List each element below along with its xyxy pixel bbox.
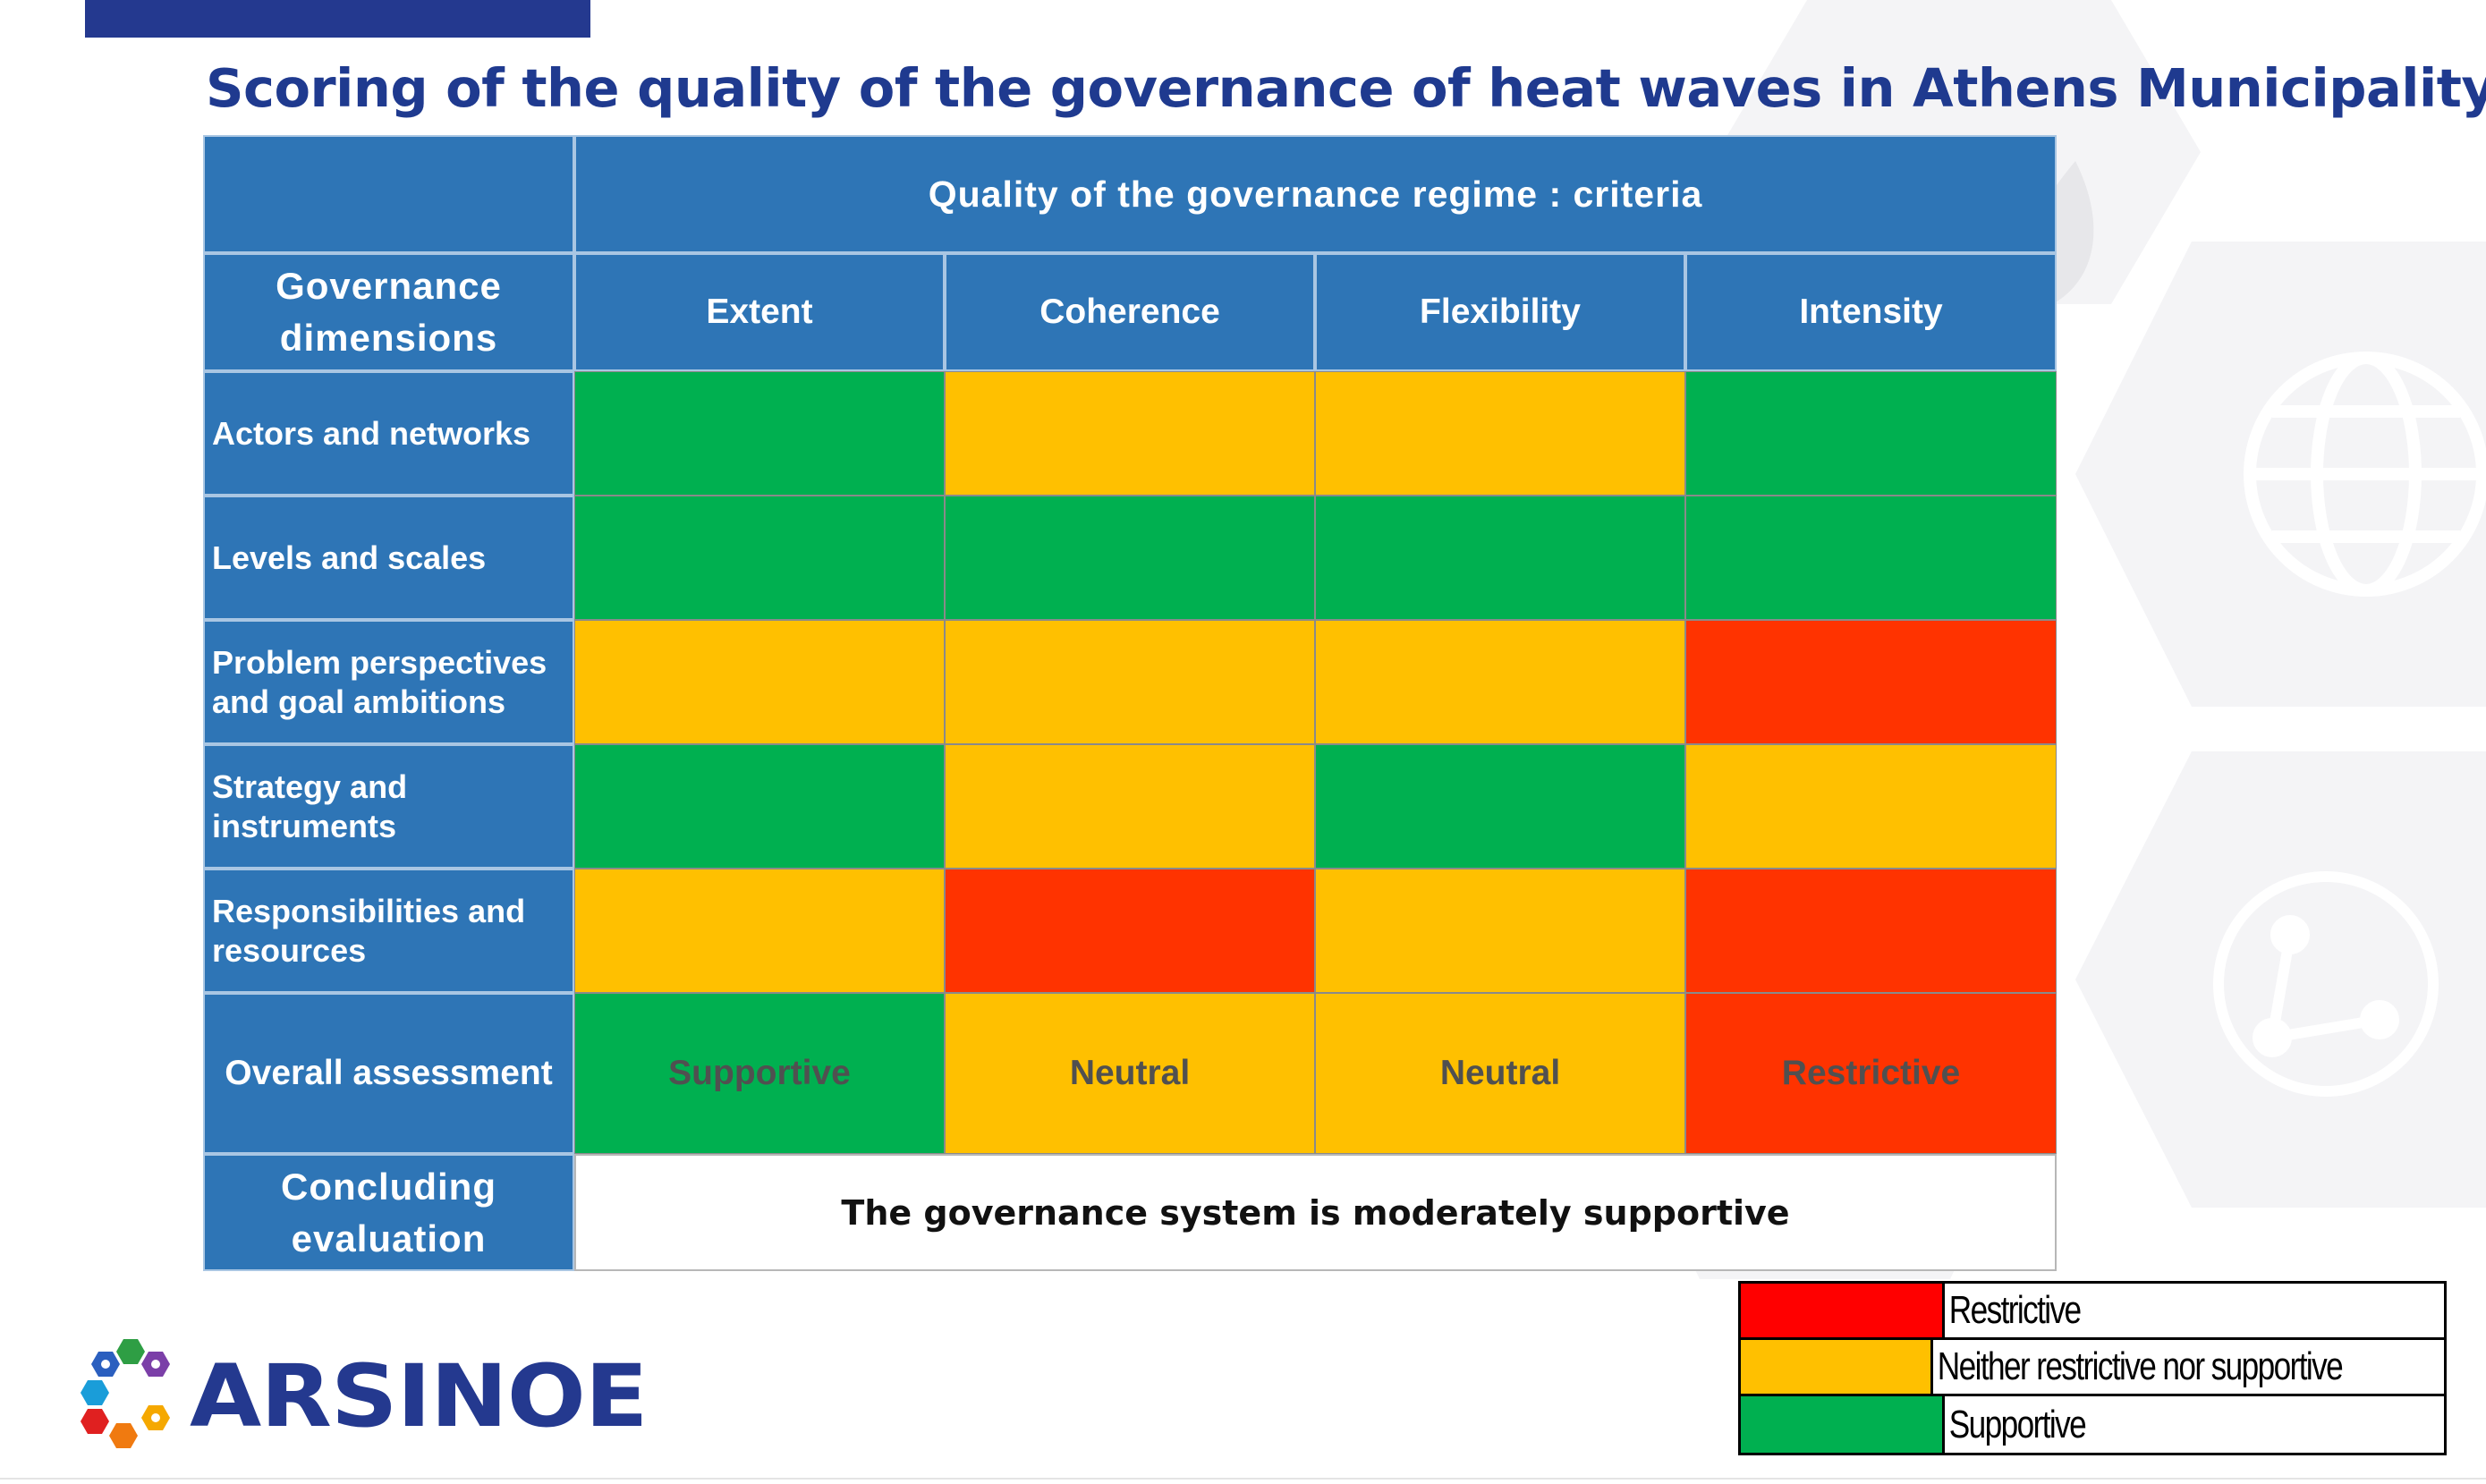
overall-score-text: Neutral [1439, 1054, 1561, 1092]
overall-score-text: Neutral [1069, 1054, 1191, 1092]
row-label-levels-and-scales: Levels and scales [203, 496, 574, 620]
overall-score-extent: Supportive [574, 993, 945, 1154]
score-cell [1685, 620, 2057, 744]
overall-assessment-label: Overall assessment [203, 993, 574, 1154]
score-cell [1685, 744, 2057, 869]
legend-swatch [1741, 1340, 1933, 1394]
column-header-extent: Extent [574, 253, 945, 371]
table-corner-cell [203, 135, 574, 253]
row-label-problem-perspectives: Problem perspectives and goal ambitions [203, 620, 574, 744]
legend-label: Restrictive [1948, 1288, 2082, 1332]
score-cell [1315, 869, 1685, 993]
column-header-flexibility: Flexibility [1315, 253, 1685, 371]
legend-swatch [1741, 1396, 1945, 1453]
score-cell [1685, 371, 2057, 496]
concluding-evaluation-text: The governance system is moderately supp… [574, 1154, 2057, 1271]
governance-dimensions-header: Governance dimensions [203, 253, 574, 371]
score-cell [1685, 496, 2057, 620]
score-cell [1315, 744, 1685, 869]
score-cell [945, 620, 1315, 744]
column-header-intensity: Intensity [1685, 253, 2057, 371]
row-label-strategy-and-instruments: Strategy and instruments [203, 744, 574, 869]
bottom-divider [0, 1478, 2486, 1480]
overall-score-flexibility: Neutral [1315, 993, 1685, 1154]
logo-wordmark: ARSINOE [190, 1346, 649, 1446]
score-cell [1315, 496, 1685, 620]
slide-title: Scoring of the quality of the governance… [206, 57, 2486, 119]
overall-score-text: Supportive [668, 1054, 851, 1092]
legend-label: Supportive [1948, 1402, 2087, 1446]
legend-item-supportive: Supportive [1741, 1396, 2444, 1453]
criteria-header: Quality of the governance regime : crite… [574, 135, 2057, 253]
score-cell [574, 371, 945, 496]
score-cell [574, 620, 945, 744]
legend-swatch [1741, 1284, 1945, 1337]
governance-scoring-table: Quality of the governance regime : crite… [203, 135, 2057, 1271]
overall-score-intensity: Restrictive [1685, 993, 2057, 1154]
concluding-evaluation-label: Concluding evaluation [203, 1154, 574, 1271]
legend-item-restrictive: Restrictive [1741, 1284, 2444, 1340]
overall-score-text: Restrictive [1781, 1054, 1961, 1092]
globe-icon [2244, 352, 2486, 597]
legend-item-neutral: Neither restrictive nor supportive [1741, 1340, 2444, 1396]
score-cell [945, 744, 1315, 869]
arsinoe-hexagon-mark [81, 1339, 170, 1448]
score-cell [1315, 620, 1685, 744]
score-cell [574, 744, 945, 869]
score-cell [574, 496, 945, 620]
score-cell [945, 869, 1315, 993]
row-label-responsibilities-and-resources: Responsibilities and resources [203, 869, 574, 993]
score-cell [945, 371, 1315, 496]
arsinoe-logo: ARSINOE [81, 1337, 653, 1454]
score-cell [945, 496, 1315, 620]
legend-label: Neither restrictive nor supportive [1937, 1344, 2343, 1388]
overall-score-coherence: Neutral [945, 993, 1315, 1154]
row-label-actors-and-networks: Actors and networks [203, 371, 574, 496]
score-cell [1685, 869, 2057, 993]
score-cell [574, 869, 945, 993]
color-legend: Restrictive Neither restrictive nor supp… [1738, 1281, 2447, 1455]
top-accent-bar [85, 0, 590, 38]
column-header-coherence: Coherence [945, 253, 1315, 371]
network-icon [2213, 871, 2439, 1097]
score-cell [1315, 371, 1685, 496]
